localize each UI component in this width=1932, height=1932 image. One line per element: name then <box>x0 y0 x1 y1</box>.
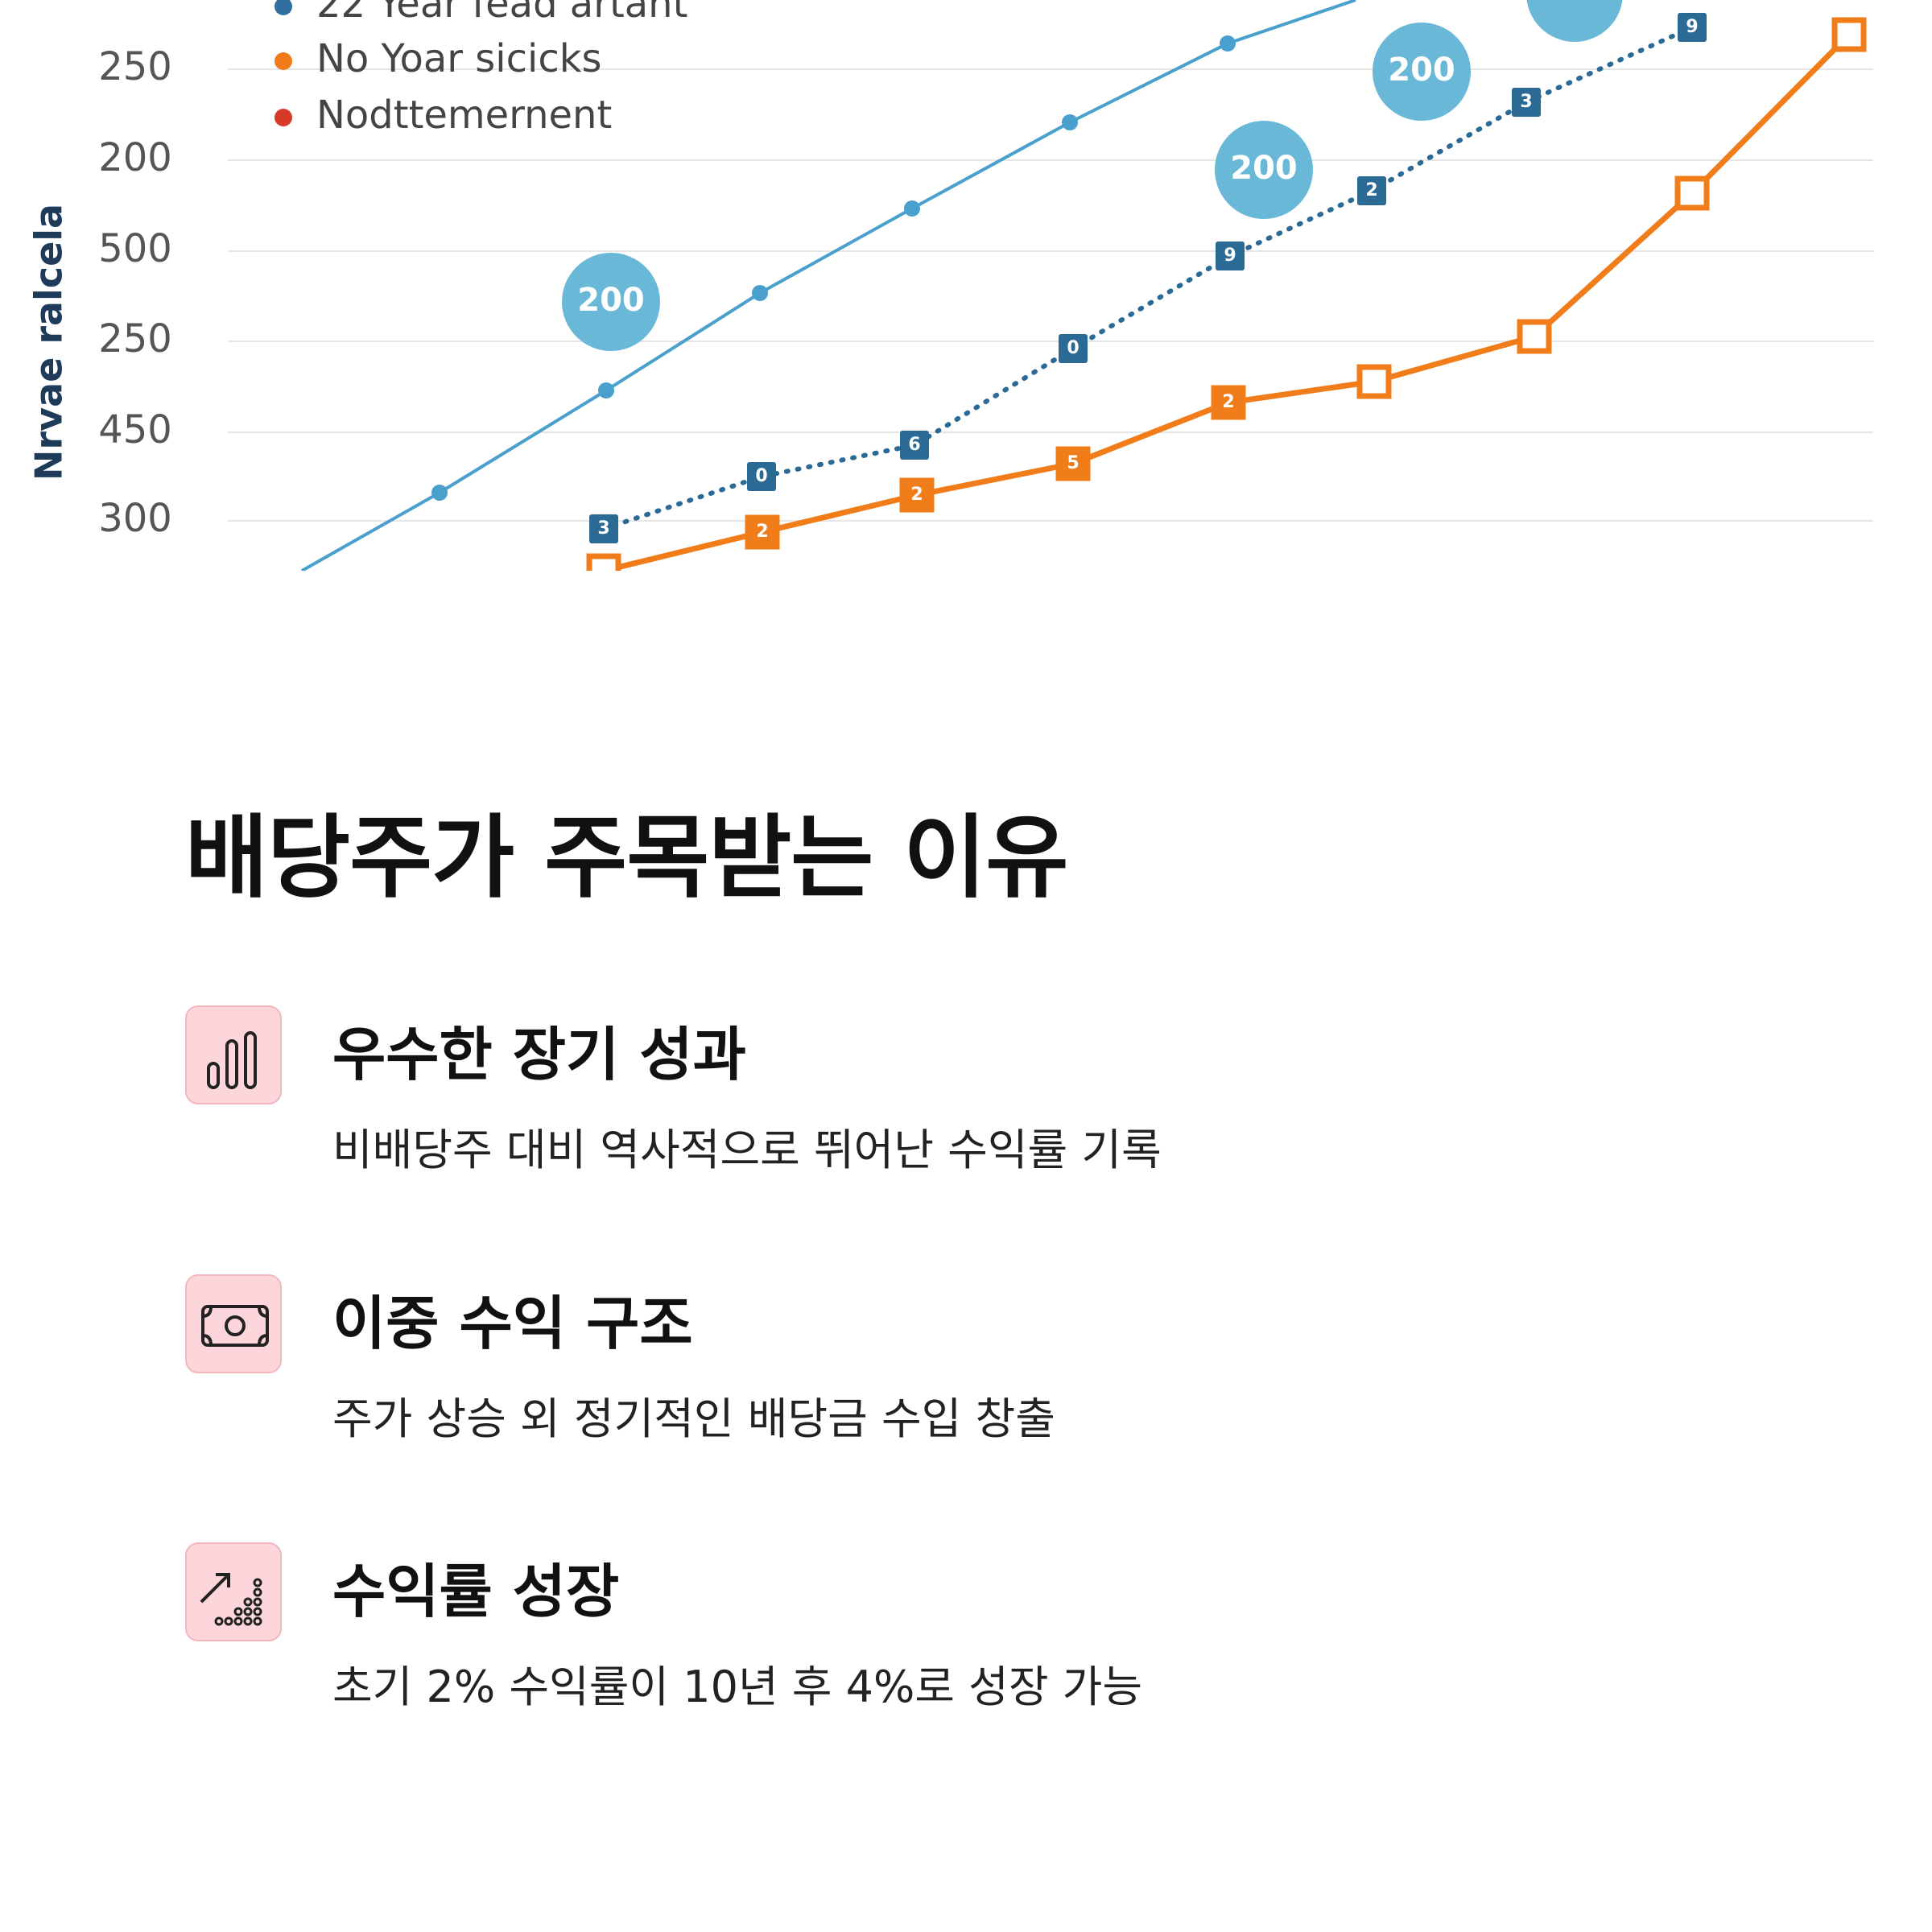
marker-label: 3 <box>597 518 609 539</box>
item-description: 초기 2% 수익률이 10년 후 4%로 성장 가능 <box>332 1662 1143 1712</box>
icon-graphic <box>207 1031 257 1089</box>
dotted-marker <box>900 431 929 460</box>
marker-label: 2 <box>910 485 923 505</box>
bubble-label: 200 <box>1388 52 1455 89</box>
dotted-marker <box>1357 176 1386 205</box>
orange-marker <box>1356 364 1392 399</box>
item-description: 주가 상승 외 정기적인 배당금 수입 창출 <box>332 1393 1055 1444</box>
feature-item: 우수한 장기 성과 비배당주 대비 역사적으로 뛰어난 수익률 기록 <box>185 1005 1795 1247</box>
feature-item: 이중 수익 구조 주가 상승 외 정기적인 배당금 수입 창출 <box>185 1274 1795 1516</box>
icon-graphic <box>200 1573 262 1626</box>
row-label: 250 <box>98 44 172 89</box>
marker-label: 0 <box>755 466 767 486</box>
axis-label: Nrvae ralcela <box>27 204 71 481</box>
legend-dot <box>275 52 292 70</box>
marker-label: 3 <box>1520 92 1532 112</box>
item-title: 우수한 장기 성과 <box>332 1021 746 1088</box>
icon-money <box>185 1274 282 1373</box>
item-title: 이중 수익 구조 <box>332 1290 693 1357</box>
marker-label: 9 <box>1686 17 1698 37</box>
marker-label: 9 <box>1224 246 1236 266</box>
marker-label: 5 <box>1067 453 1079 473</box>
icon-graphic <box>201 1305 269 1347</box>
bubble <box>562 253 660 351</box>
bubble-label: 200 <box>577 282 645 319</box>
marker-label: 6 <box>908 435 920 455</box>
dotted-marker <box>1512 88 1541 117</box>
icon-growth <box>185 1542 282 1641</box>
legend: 22 Year fead artant No Yoar sicicks Nodtte… <box>275 0 687 138</box>
point <box>752 285 768 301</box>
marker-label: 2 <box>1222 392 1234 412</box>
hero-background <box>0 0 1932 571</box>
orange-marker <box>586 553 621 571</box>
blue-points <box>431 35 1236 501</box>
dotted-line <box>601 25 1695 531</box>
bubble <box>1526 0 1623 42</box>
orange-marker <box>1517 319 1552 354</box>
legend-dot <box>275 109 292 126</box>
legend-label: 22 Year fead artant <box>316 0 687 27</box>
legend-label: No Yoar sicicks <box>316 36 602 81</box>
markers: 200 200 200 3 0 6 0 9 2 3 9 2 2 5 2 <box>562 13 1867 571</box>
bubble-label: 200 <box>1230 150 1298 187</box>
row-label: 450 <box>98 407 172 452</box>
marker-label: 2 <box>756 522 768 542</box>
point <box>904 200 920 217</box>
dotted-marker <box>589 514 618 543</box>
legend-dot <box>275 0 292 15</box>
row-label: 300 <box>98 496 172 541</box>
item-description: 비배당주 대비 역사적으로 뛰어난 수익률 기록 <box>332 1125 1162 1175</box>
orange-marker <box>1831 17 1867 52</box>
bubble <box>1215 121 1313 219</box>
dotted-marker <box>747 462 776 491</box>
bubble <box>1373 23 1471 121</box>
item-title: 수익률 성장 <box>332 1558 620 1625</box>
row-label: 250 <box>98 316 172 361</box>
section-title: 배당주가 주목받는 이유 <box>185 806 1068 910</box>
orange-marker <box>899 477 935 513</box>
marker-label: 0 <box>1067 338 1079 358</box>
orange-marker <box>1674 175 1710 211</box>
icon-chart <box>185 1005 282 1104</box>
blue-line <box>301 0 1356 571</box>
legend-label: Nodttemernent <box>316 93 612 138</box>
orange-marker <box>745 514 780 550</box>
row-label: 500 <box>98 226 172 271</box>
point <box>1220 35 1236 52</box>
marker-label: 2 <box>1365 180 1377 200</box>
point <box>1062 114 1078 130</box>
dotted-marker <box>1216 242 1245 270</box>
orange-marker <box>1211 385 1246 420</box>
orange-marker <box>1055 446 1091 481</box>
dotted-marker <box>1678 13 1707 42</box>
row-label: 200 <box>98 135 172 180</box>
point <box>431 485 448 501</box>
dotted-marker <box>1059 334 1088 363</box>
feature-item: 수익률 성장 초기 2% 수익률이 10년 후 4%로 성장 가능 <box>185 1542 1795 1784</box>
point <box>598 382 614 398</box>
